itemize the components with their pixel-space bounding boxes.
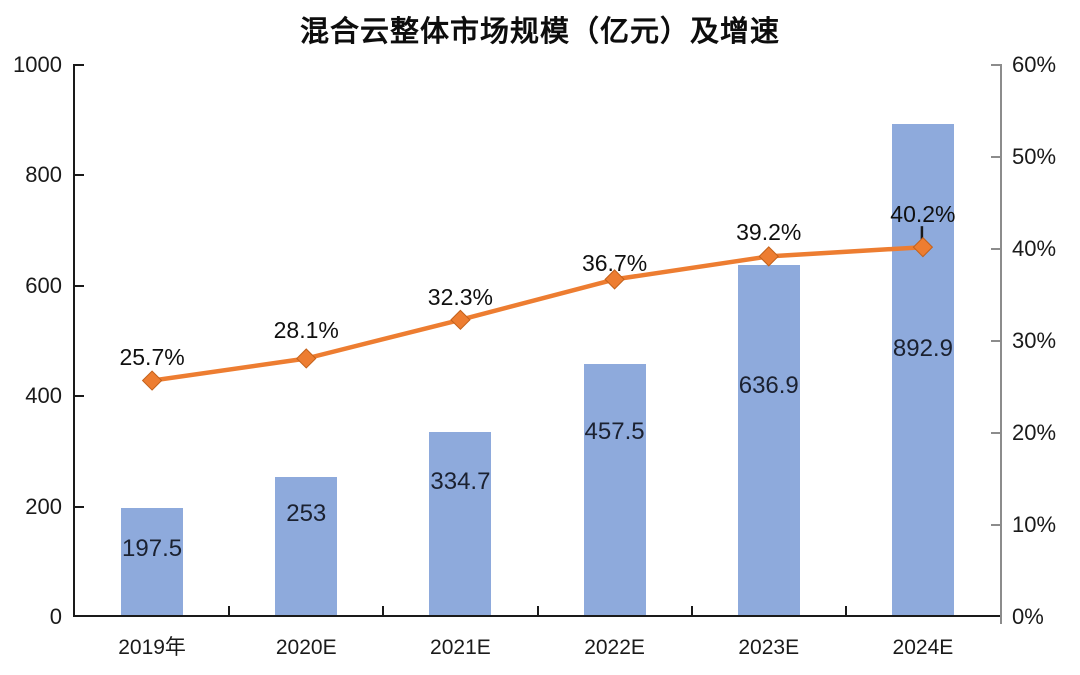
growth-value-label: 32.3% xyxy=(427,283,494,310)
bar-value-label: 253 xyxy=(286,499,327,527)
left-axis-tick-label: 1000 xyxy=(13,52,62,77)
bar xyxy=(737,265,800,615)
right-axis-tick-label: 0% xyxy=(1012,604,1044,629)
chart-title: 混合云整体市场规模（亿元）及增速 xyxy=(299,16,780,48)
left-axis-tick-label: 600 xyxy=(25,272,62,298)
line-marker xyxy=(296,348,317,369)
line-marker xyxy=(604,269,625,290)
bar xyxy=(121,507,184,615)
left-axis-tick-label: 200 xyxy=(25,493,62,519)
x-axis-category-label: 2019年 xyxy=(118,636,186,659)
growth-value-label: 25.7% xyxy=(119,343,185,370)
left-axis-tick xyxy=(75,505,84,508)
line-marker xyxy=(450,309,471,331)
bar xyxy=(891,124,954,615)
right-axis-tick xyxy=(991,248,1000,250)
x-axis-tick xyxy=(690,606,693,617)
x-axis-tick xyxy=(536,606,539,617)
left-axis-tick xyxy=(75,284,84,287)
x-axis-tick xyxy=(844,606,847,617)
right-axis-tick xyxy=(991,340,1000,342)
x-axis-category-label: 2024E xyxy=(892,636,954,659)
right-axis-tick-label: 20% xyxy=(1012,420,1057,445)
growth-value-label: 40.2% xyxy=(890,201,956,228)
right-axis-tick xyxy=(991,156,1000,158)
x-axis-category-label: 2021E xyxy=(430,636,491,659)
growth-value-label: 28.1% xyxy=(273,317,339,344)
x-axis-category-label: 2020E xyxy=(275,636,337,659)
bar-value-label: 197.5 xyxy=(122,535,183,563)
bar-value-label: 636.9 xyxy=(738,371,799,399)
right-axis-tick-label: 10% xyxy=(1012,512,1057,537)
left-axis-tick xyxy=(75,64,84,66)
right-axis-tick-label: 30% xyxy=(1012,328,1057,353)
bar-value-label: 892.9 xyxy=(892,334,953,362)
left-axis-line xyxy=(73,64,75,617)
left-axis-tick-label: 0 xyxy=(49,604,62,629)
right-axis-line xyxy=(1000,64,1002,624)
line-marker xyxy=(141,370,163,391)
bar-value-label: 457.5 xyxy=(584,418,645,446)
right-axis-tick-label: 60% xyxy=(1012,52,1057,77)
left-axis-tick-label: 400 xyxy=(25,383,62,409)
x-axis-tick xyxy=(228,606,231,617)
left-axis-tick-label: 800 xyxy=(25,162,62,188)
right-axis-tick xyxy=(991,524,1000,526)
right-axis-tick-label: 40% xyxy=(1012,236,1057,261)
left-axis-tick xyxy=(75,395,84,398)
bar xyxy=(583,364,646,615)
bar xyxy=(275,477,338,615)
x-axis-tick xyxy=(382,606,385,617)
growth-value-label: 39.2% xyxy=(736,219,802,246)
growth-value-label: 36.7% xyxy=(581,250,648,277)
x-axis-category-label: 2023E xyxy=(738,636,800,659)
line-marker xyxy=(758,246,779,267)
bar xyxy=(429,432,492,615)
right-axis-tick-label: 50% xyxy=(1012,144,1057,169)
line-marker xyxy=(912,236,934,258)
growth-line xyxy=(151,244,924,383)
x-axis-category-label: 2022E xyxy=(584,636,645,659)
left-axis-tick xyxy=(75,174,84,177)
right-axis-tick xyxy=(991,432,1000,434)
bar-value-label: 334.7 xyxy=(430,467,491,495)
right-axis-tick xyxy=(991,64,1000,66)
